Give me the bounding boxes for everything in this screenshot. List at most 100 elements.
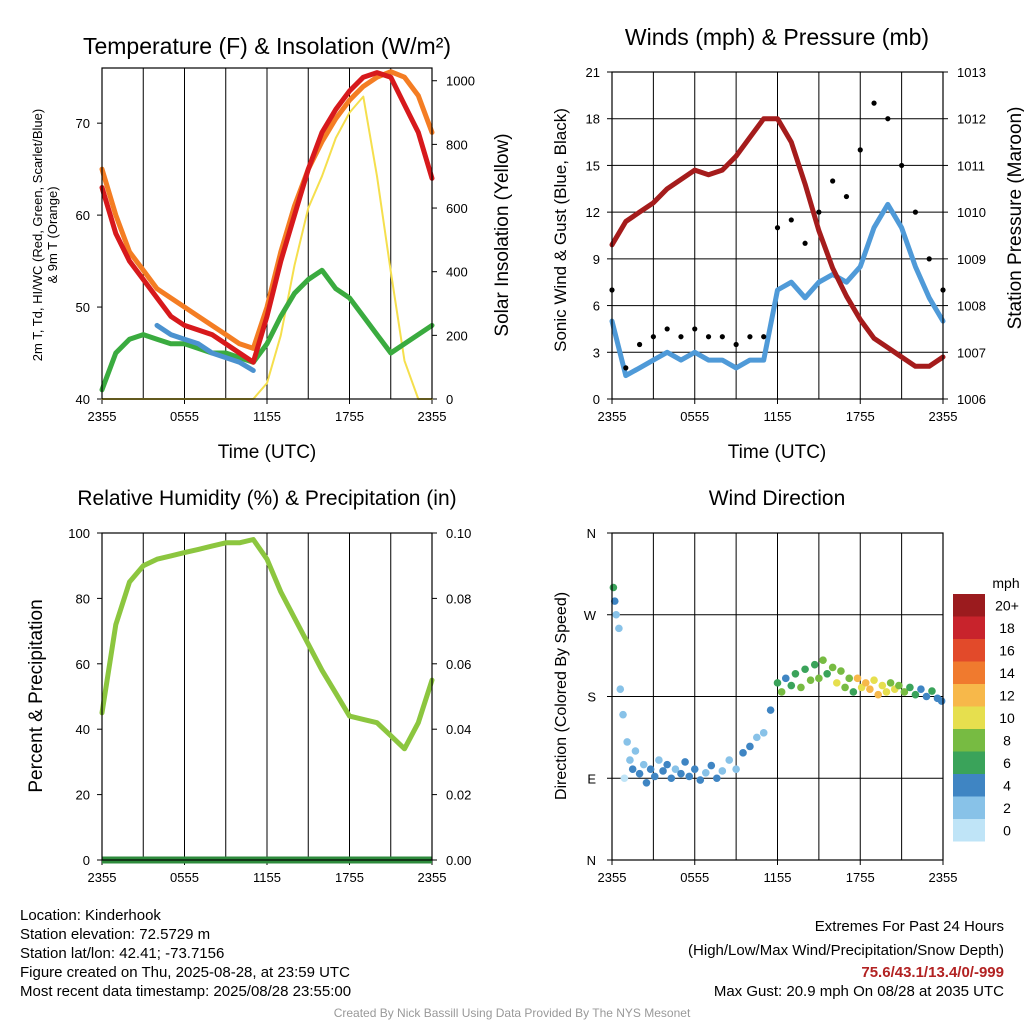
legend-label: 20+ — [995, 597, 1019, 613]
direction-point — [874, 690, 882, 699]
humidity-xtick: 1155 — [253, 870, 281, 885]
temperature-frame — [101, 67, 433, 400]
winds-ytick: 18 — [586, 112, 600, 127]
humidity-y2tick: 0.08 — [446, 591, 471, 606]
direction-point — [833, 679, 841, 687]
temperature-series-1 — [99, 70, 435, 365]
winds-ytick: 6 — [593, 299, 600, 314]
direction-point — [639, 760, 648, 769]
temperature-xtick: 2355 — [418, 409, 447, 424]
direction-point — [845, 674, 854, 683]
humidity-title: Relative Humidity (%) & Precipitation (i… — [77, 487, 456, 510]
direction-point — [895, 681, 903, 690]
direction-point — [870, 676, 878, 684]
direction-legend-title: mph — [992, 575, 1019, 591]
winds-y2tick: 1010 — [957, 205, 986, 220]
direction-point — [937, 697, 946, 705]
direction-point — [861, 679, 870, 687]
direction-point — [659, 767, 667, 775]
temperature-y2tick: 600 — [446, 201, 468, 216]
direction-point — [815, 674, 823, 683]
legend-label: 18 — [999, 620, 1015, 636]
humidity-ytick: 40 — [76, 722, 90, 737]
winds-ytick: 9 — [593, 252, 600, 267]
winds-gust-point — [747, 334, 753, 340]
legend-swatch — [953, 639, 985, 662]
legend-swatch — [953, 774, 985, 797]
winds-frame — [611, 71, 944, 400]
direction-point — [922, 692, 931, 701]
direction-point — [681, 758, 689, 766]
direction-ylabel: Direction (Colored By Speed) — [553, 592, 570, 800]
winds-y2tick: 1011 — [957, 158, 985, 173]
direction-point — [707, 761, 716, 770]
winds-gust-point — [636, 341, 643, 348]
direction-point — [701, 769, 710, 777]
winds-gust-point — [802, 240, 808, 246]
winds-gust-point — [664, 326, 670, 332]
station-elevation: Station elevation: 72.5729 m — [20, 926, 211, 943]
winds-gust-point — [830, 178, 836, 184]
temperature-series-2 — [154, 322, 256, 373]
temperature-xtick: 2355 — [88, 409, 117, 424]
direction-point — [828, 663, 837, 672]
humidity-frame — [101, 532, 433, 861]
direction-point — [866, 685, 874, 694]
winds-gust-point — [885, 116, 891, 122]
winds-plot: 2355 0555 1155 1755 2355 0 3 6 9 12 15 18 21 1006 1007… — [586, 65, 986, 424]
temperature-xtick: 0555 — [170, 409, 199, 424]
winds-y2tick: 1006 — [957, 392, 986, 407]
direction-point — [650, 772, 659, 781]
legend-label: 6 — [1003, 755, 1011, 771]
direction-ytick: N — [587, 526, 596, 541]
winds-gust-point — [650, 334, 656, 340]
extremes-info: Extremes For Past 24 Hours (High/Low/Max… — [688, 917, 1004, 1001]
winds-xtick: 1755 — [846, 409, 875, 424]
winds-y2tick: 1013 — [957, 65, 986, 80]
direction-title: Wind Direction — [709, 487, 846, 510]
winds-series-2 — [609, 116, 946, 369]
direction-point — [819, 656, 827, 664]
temperature-ylabel-line2: & 9m T (Orange) — [45, 186, 60, 283]
temperature-y2tick: 200 — [446, 328, 468, 343]
winds-y2tick: 1007 — [957, 345, 986, 360]
direction-point — [620, 774, 629, 783]
humidity-series-0 — [99, 537, 435, 752]
winds-ylabel-right: Station Pressure (Maroon) — [1005, 107, 1024, 330]
winds-y2tick: 1009 — [957, 252, 986, 267]
temperature-y2tick: 800 — [446, 137, 468, 152]
direction-point — [841, 683, 849, 692]
recent-timestamp: Most recent data timestamp: 2025/08/28 2… — [20, 983, 352, 1000]
legend-swatch — [953, 684, 985, 707]
winds-ytick: 21 — [586, 65, 600, 80]
direction-point — [906, 683, 914, 692]
winds-xtick: 2355 — [598, 409, 627, 424]
humidity-xtick: 2355 — [418, 870, 447, 885]
winds-xtick: 0555 — [680, 409, 709, 424]
station-info: Location: Kinderhook Station elevation: … — [20, 906, 351, 1001]
direction-point — [609, 583, 618, 592]
direction-point — [878, 681, 887, 690]
legend-label: 10 — [999, 710, 1015, 726]
direction-point — [667, 774, 676, 783]
direction-point — [626, 756, 634, 764]
winds-ytick: 12 — [586, 205, 600, 220]
temperature-title: Temperature (F) & Insolation (W/m²) — [83, 33, 451, 59]
legend-label: 8 — [1003, 732, 1011, 748]
direction-point — [685, 772, 694, 781]
winds-gust-point — [912, 209, 919, 215]
winds-gust-point — [678, 334, 684, 340]
legend-swatch — [953, 706, 985, 729]
legend-swatch — [953, 819, 985, 842]
direction-point — [696, 776, 705, 784]
extremes-heading: Extremes For Past 24 Hours — [814, 918, 1004, 935]
winds-gust-point — [705, 334, 712, 340]
winds-gust-point — [788, 217, 794, 223]
winds-y2tick: 1012 — [957, 112, 986, 127]
direction-point — [677, 769, 685, 778]
direction-point — [610, 597, 619, 605]
direction-point — [635, 769, 644, 778]
direction-point — [619, 710, 627, 719]
